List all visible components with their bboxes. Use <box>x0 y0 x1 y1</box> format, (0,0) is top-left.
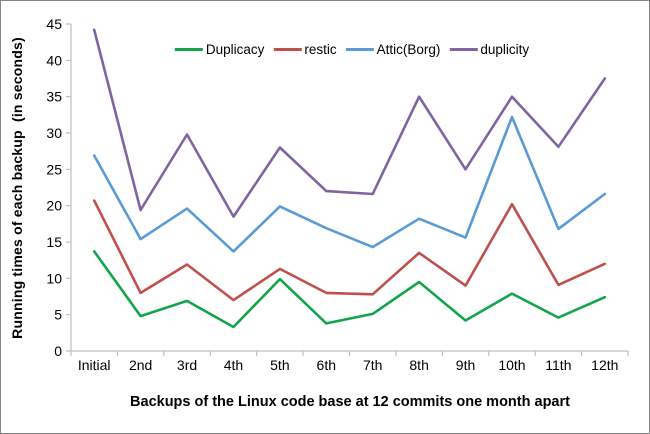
legend-item-duplicacy: Duplicacy <box>174 42 265 57</box>
y-tick-label: 40 <box>46 52 62 68</box>
x-axis-title: Backups of the Linux code base at 12 com… <box>130 394 570 410</box>
x-tick-label: 11th <box>545 357 571 373</box>
x-tick-label: Initial <box>78 357 111 373</box>
legend: Duplicacy restic Attic(Borg) duplicity <box>174 42 529 57</box>
y-tick-label: 30 <box>46 125 62 141</box>
x-tick-label: 8th <box>409 357 428 373</box>
y-tick-label: 20 <box>46 198 62 214</box>
legend-swatch-duplicity <box>449 48 478 51</box>
x-tick-label: 7th <box>363 357 382 373</box>
y-tick-label: 10 <box>46 270 62 286</box>
series-line-duplicity <box>92 28 607 218</box>
x-tick-label: 10th <box>498 357 525 373</box>
y-tick-label: 45 <box>46 16 62 32</box>
y-tick-label: 5 <box>54 307 62 323</box>
x-tick-label: 9th <box>456 357 475 373</box>
legend-item-duplicity: duplicity <box>449 42 529 57</box>
legend-item-restic: restic <box>273 42 337 57</box>
series-line-restic <box>92 199 607 302</box>
series-line-duplicacy <box>92 250 607 329</box>
x-tick-label: 12th <box>591 357 618 373</box>
legend-label: duplicity <box>480 42 530 57</box>
legend-swatch-attic-borg <box>345 48 374 51</box>
y-tick-label: 35 <box>46 89 62 105</box>
legend-item-attic-borg: Attic(Borg) <box>345 42 441 57</box>
x-tick-label: 2nd <box>129 357 152 373</box>
y-tick-label: 25 <box>46 161 62 177</box>
legend-swatch-duplicacy <box>174 48 203 51</box>
y-tick-label: 15 <box>46 234 62 250</box>
x-tick-label: 6th <box>317 357 336 373</box>
legend-label: Attic(Borg) <box>376 42 441 57</box>
x-tick-label: 5th <box>270 357 289 373</box>
legend-label: restic <box>304 42 337 57</box>
x-tick-label: 4th <box>224 357 243 373</box>
y-tick-label: 0 <box>54 343 62 359</box>
legend-swatch-restic <box>273 48 302 51</box>
series-line-attic-borg <box>92 115 607 253</box>
legend-label: Duplicacy <box>205 42 265 57</box>
y-axis-title: Running times of each backup (in seconds… <box>9 37 25 339</box>
x-tick-label: 3rd <box>177 357 197 373</box>
